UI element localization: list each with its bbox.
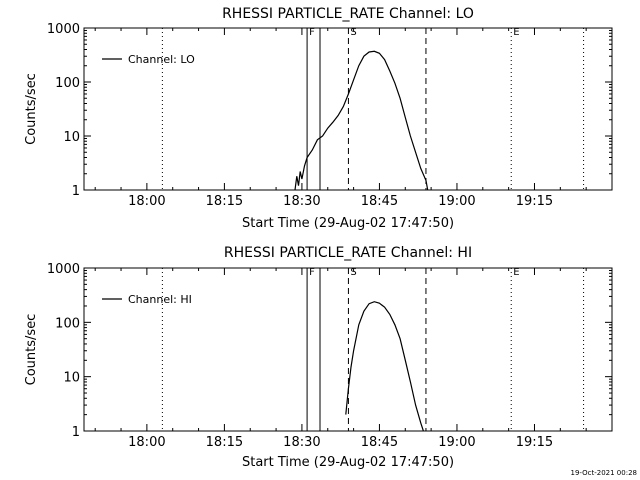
event-marker-label: F	[309, 267, 315, 278]
x-tick-label: 18:30	[283, 435, 320, 450]
y-tick-label: 10	[63, 130, 80, 145]
x-tick-label: 18:30	[283, 194, 320, 209]
x-tick-label: 18:00	[128, 194, 165, 209]
chart-panel-lo: RHESSI PARTICLE_RATE Channel: LO 1 10 100 10…	[24, 6, 613, 231]
event-marker-label: S	[350, 27, 356, 38]
x-tick-label: 18:15	[206, 435, 243, 450]
event-marker-label: F	[309, 27, 315, 38]
series-line	[345, 301, 424, 432]
legend-label: Channel: HI	[128, 293, 192, 306]
chart-title: RHESSI PARTICLE_RATE Channel: LO	[222, 6, 474, 22]
x-axis-label: Start Time (29-Aug-02 17:47:50)	[242, 455, 454, 470]
series-line	[294, 50, 429, 191]
footer-timestamp: 19-Oct-2021 00:28	[571, 469, 637, 477]
y-tick-label: 10	[63, 371, 80, 386]
x-tick-label: 19:00	[438, 194, 475, 209]
y-tick-label: 100	[55, 316, 80, 331]
x-tick-label: 18:45	[361, 435, 398, 450]
legend-label: Channel: LO	[128, 53, 195, 66]
x-tick-label: 19:15	[516, 435, 553, 450]
y-tick-label: 1	[72, 425, 80, 440]
x-tick-label: 19:15	[516, 194, 553, 209]
y-tick-label: 1	[72, 184, 80, 199]
chart-panel-hi: RHESSI PARTICLE_RATE Channel: HI 1 10 100 10…	[24, 245, 613, 470]
event-marker-label: S	[350, 267, 356, 278]
x-tick-label: 19:00	[438, 435, 475, 450]
y-tick-label: 1000	[47, 262, 80, 277]
y-tick-label: 1000	[47, 22, 80, 37]
x-tick-label: 18:45	[361, 194, 398, 209]
y-axis-label: Counts/sec	[24, 73, 39, 145]
event-marker-label: E	[513, 267, 519, 278]
x-tick-label: 18:00	[128, 435, 165, 450]
y-axis-label: Counts/sec	[24, 314, 39, 386]
x-axis-label: Start Time (29-Aug-02 17:47:50)	[242, 216, 454, 231]
y-tick-label: 100	[55, 76, 80, 91]
event-marker-label: E	[513, 27, 519, 38]
chart-title: RHESSI PARTICLE_RATE Channel: HI	[224, 245, 472, 261]
x-tick-label: 18:15	[206, 194, 243, 209]
